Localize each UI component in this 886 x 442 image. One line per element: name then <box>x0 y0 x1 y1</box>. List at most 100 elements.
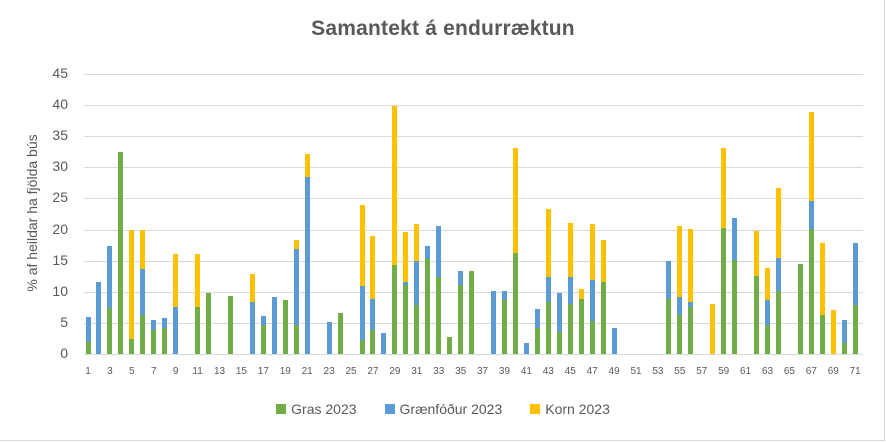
bar-segment[interactable] <box>841 342 847 354</box>
bar-segment[interactable] <box>732 260 738 354</box>
bar-38[interactable] <box>491 0 497 442</box>
bar-58[interactable] <box>710 0 716 442</box>
bar-22[interactable] <box>316 0 321 442</box>
bar-59[interactable] <box>721 0 727 442</box>
bar-segment[interactable] <box>337 312 343 354</box>
bar-segment[interactable] <box>819 314 825 354</box>
bar-28[interactable] <box>381 0 387 442</box>
bar-segment[interactable] <box>173 306 179 354</box>
bar-31[interactable] <box>414 0 420 442</box>
bar-segment[interactable] <box>765 267 771 301</box>
bar-segment[interactable] <box>677 297 683 315</box>
bar-segment[interactable] <box>523 342 529 354</box>
bar-segment[interactable] <box>775 188 781 259</box>
bar-segment[interactable] <box>578 298 584 354</box>
bar-segment[interactable] <box>370 298 376 330</box>
bar-segment[interactable] <box>458 284 464 354</box>
bar-segment[interactable] <box>469 271 475 354</box>
bar-62[interactable] <box>754 0 760 442</box>
bar-segment[interactable] <box>381 333 387 354</box>
bar-47[interactable] <box>589 0 595 442</box>
bar-segment[interactable] <box>765 325 771 354</box>
bar-64[interactable] <box>775 0 781 442</box>
bar-segment[interactable] <box>589 223 595 280</box>
bar-55[interactable] <box>677 0 683 442</box>
bar-segment[interactable] <box>721 148 727 229</box>
bar-46[interactable] <box>578 0 584 442</box>
bar-3[interactable] <box>107 0 113 442</box>
bar-segment[interactable] <box>85 341 91 354</box>
bar-segment[interactable] <box>370 236 376 299</box>
bar-segment[interactable] <box>151 320 157 331</box>
bar-50[interactable] <box>623 0 628 442</box>
bar-segment[interactable] <box>545 302 551 354</box>
bar-segment[interactable] <box>140 230 146 270</box>
bar-segment[interactable] <box>666 298 672 354</box>
bar-segment[interactable] <box>282 300 288 354</box>
bar-segment[interactable] <box>545 276 551 303</box>
bar-segment[interactable] <box>436 225 442 277</box>
bar-52[interactable] <box>644 0 649 442</box>
bar-segment[interactable] <box>370 329 376 354</box>
bar-8[interactable] <box>162 0 168 442</box>
bar-segment[interactable] <box>260 316 266 326</box>
bar-segment[interactable] <box>436 276 442 354</box>
bar-segment[interactable] <box>852 305 858 354</box>
bar-segment[interactable] <box>688 228 694 302</box>
bar-48[interactable] <box>600 0 606 442</box>
bar-segment[interactable] <box>721 228 727 354</box>
bar-segment[interactable] <box>710 303 716 354</box>
bar-5[interactable] <box>129 0 135 442</box>
bar-2[interactable] <box>96 0 102 442</box>
bar-segment[interactable] <box>589 279 595 322</box>
bar-17[interactable] <box>260 0 266 442</box>
bar-segment[interactable] <box>107 245 113 308</box>
bar-segment[interactable] <box>534 308 540 329</box>
bar-69[interactable] <box>830 0 836 442</box>
bar-segment[interactable] <box>775 291 781 354</box>
bar-segment[interactable] <box>600 239 606 282</box>
bar-33[interactable] <box>436 0 442 442</box>
bar-29[interactable] <box>392 0 398 442</box>
bar-segment[interactable] <box>688 306 694 354</box>
bar-segment[interactable] <box>688 301 694 307</box>
bar-segment[interactable] <box>206 293 212 354</box>
bar-49[interactable] <box>611 0 617 442</box>
bar-segment[interactable] <box>96 281 102 354</box>
bar-segment[interactable] <box>129 339 135 354</box>
bar-7[interactable] <box>151 0 157 442</box>
bar-segment[interactable] <box>491 291 497 354</box>
bar-10[interactable] <box>184 0 189 442</box>
bar-segment[interactable] <box>501 291 507 301</box>
bar-segment[interactable] <box>403 232 409 282</box>
bar-27[interactable] <box>370 0 376 442</box>
bar-4[interactable] <box>118 0 124 442</box>
bar-segment[interactable] <box>249 301 255 354</box>
bar-segment[interactable] <box>293 239 299 249</box>
bar-segment[interactable] <box>512 252 518 354</box>
bar-segment[interactable] <box>611 328 617 354</box>
bar-segment[interactable] <box>775 258 781 292</box>
bar-segment[interactable] <box>754 230 760 276</box>
bar-41[interactable] <box>523 0 529 442</box>
bar-segment[interactable] <box>107 307 113 354</box>
bar-segment[interactable] <box>173 253 179 307</box>
bar-42[interactable] <box>534 0 540 442</box>
bar-segment[interactable] <box>414 261 420 306</box>
bar-segment[interactable] <box>140 269 146 315</box>
bar-segment[interactable] <box>403 281 409 285</box>
bar-segment[interactable] <box>567 276 573 304</box>
bar-segment[interactable] <box>819 243 825 315</box>
bar-segment[interactable] <box>556 331 562 354</box>
bar-32[interactable] <box>425 0 431 442</box>
bar-18[interactable] <box>271 0 277 442</box>
legend-item-korn[interactable]: Korn 2023 <box>530 401 610 417</box>
bar-segment[interactable] <box>797 264 803 354</box>
bar-segment[interactable] <box>567 222 573 277</box>
bar-segment[interactable] <box>260 325 266 354</box>
bar-16[interactable] <box>249 0 255 442</box>
bar-segment[interactable] <box>808 200 814 229</box>
bar-45[interactable] <box>567 0 573 442</box>
bar-segment[interactable] <box>754 275 760 354</box>
bar-segment[interactable] <box>129 230 135 340</box>
